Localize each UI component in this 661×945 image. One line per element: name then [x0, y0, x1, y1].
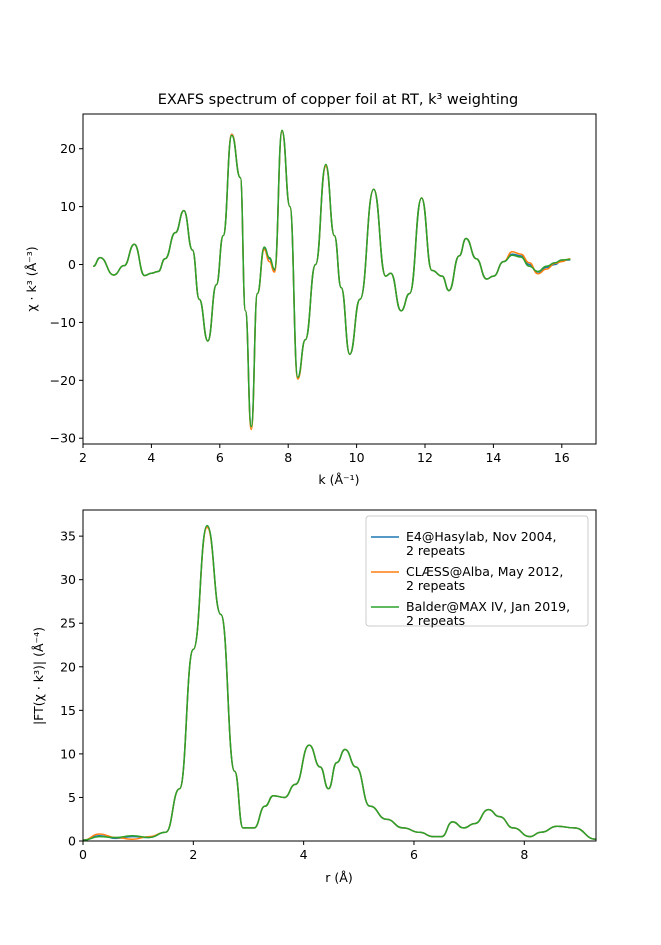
y-tick-label: 10	[60, 746, 76, 761]
x-tick-label: 16	[554, 450, 570, 465]
x-tick-label: 4	[147, 450, 155, 465]
x-axis-ticks: 0 2 4 6 8	[79, 841, 528, 862]
x-tick-label: 6	[410, 847, 418, 862]
legend: E4@Hasylab, Nov 2004,2 repeatsCLÆSS@Alba…	[365, 515, 589, 628]
x-axis-ticks: 2 4 6 8 10 12 14 16	[79, 444, 570, 465]
y-axis-label: |FT(χ · k³)| (Å⁻⁴)	[31, 627, 46, 725]
series-line-2	[93, 130, 571, 431]
y-axis-ticks: 0 5 10 15 20 25 30 35	[60, 529, 83, 849]
y-tick-label: −10	[50, 315, 76, 330]
legend-label: 2 repeats	[406, 613, 465, 628]
y-tick-label: 15	[60, 703, 76, 718]
y-tick-label: −20	[50, 373, 76, 388]
plot-frame	[82, 509, 597, 842]
plot-area-lines	[82, 524, 597, 841]
x-tick-label: 2	[189, 847, 197, 862]
plot-area-lines	[93, 129, 571, 431]
y-axis-ticks: −30 −20 −10 0 10 20	[50, 141, 83, 446]
x-tick-label: 12	[417, 450, 433, 465]
x-tick-label: 4	[300, 847, 308, 862]
y-tick-label: 0	[68, 834, 76, 849]
plot-frame	[82, 113, 597, 445]
y-tick-label: 0	[68, 257, 76, 272]
x-tick-label: 10	[349, 450, 365, 465]
x-tick-label: 8	[284, 450, 292, 465]
y-tick-label: 35	[60, 529, 76, 544]
series-line-1	[93, 130, 571, 428]
y-tick-label: 20	[60, 141, 76, 156]
legend-label: 2 repeats	[406, 543, 465, 558]
y-tick-label: −30	[50, 431, 76, 446]
y-axis-label: χ · k³ (Å⁻³)	[24, 246, 39, 311]
y-tick-label: 25	[60, 616, 76, 631]
series-line-3	[82, 524, 597, 841]
legend-label: Balder@MAX IV, Jan 2019,	[406, 599, 570, 614]
y-tick-label: 30	[60, 572, 76, 587]
x-tick-label: 2	[79, 450, 87, 465]
x-axis-label: r (Å)	[325, 870, 352, 885]
x-tick-label: 6	[216, 450, 224, 465]
x-axis-label: k (Å⁻¹)	[318, 472, 359, 487]
y-tick-label: 5	[68, 790, 76, 805]
x-tick-label: 14	[485, 450, 501, 465]
legend-label: E4@Hasylab, Nov 2004,	[406, 529, 557, 544]
x-tick-label: 8	[520, 847, 528, 862]
y-tick-label: 20	[60, 659, 76, 674]
chart-title: EXAFS spectrum of copper foil at RT, k³ …	[158, 92, 519, 108]
series-line-3	[93, 129, 571, 428]
legend-label: CLÆSS@Alba, May 2012,	[406, 564, 563, 579]
x-tick-label: 0	[79, 847, 87, 862]
legend-box	[365, 515, 589, 627]
legend-label: 2 repeats	[406, 578, 465, 593]
y-tick-label: 10	[60, 199, 76, 214]
exafs-k-space-panel: EXAFS spectrum of copper foil at RT, k³ …	[24, 92, 597, 487]
ft-r-space-panel: 0 2 4 6 8 0 5 10 15 20 25 30 35 r (Å) |FT(χ · k³)| …	[31, 509, 597, 885]
